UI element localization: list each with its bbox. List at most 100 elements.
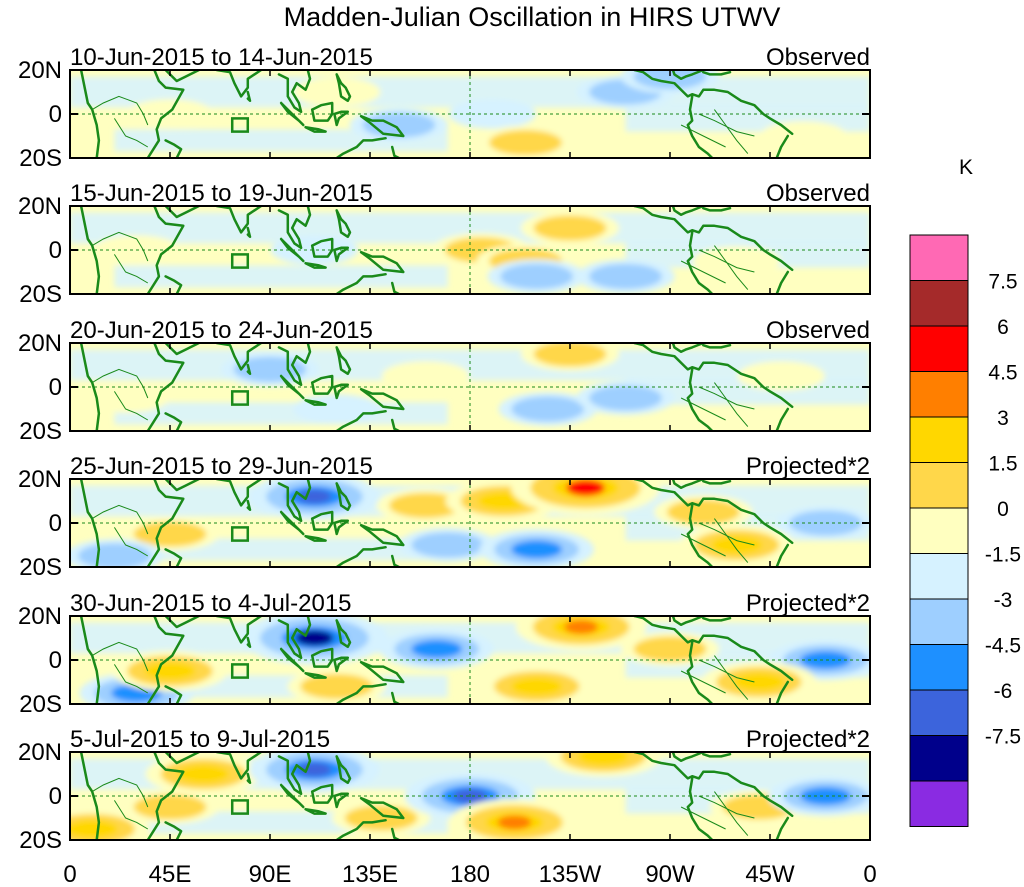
coastline (164, 685, 183, 704)
coastline (215, 752, 263, 780)
coastline (215, 206, 263, 234)
coastline (146, 479, 185, 567)
y-tick-label: 20S (19, 281, 62, 308)
coastline (335, 818, 387, 840)
coastline (304, 125, 327, 133)
coastline (310, 783, 334, 804)
panel-kind-label: Projected*2 (746, 590, 870, 617)
coastline (633, 206, 794, 272)
y-tick-label: 20S (19, 691, 62, 718)
anomaly-region (748, 365, 814, 387)
coastline (146, 206, 185, 294)
y-tick-label: 20S (19, 418, 62, 445)
country-border (91, 95, 149, 126)
coastline (146, 752, 185, 840)
x-tick-label: 90E (249, 861, 292, 887)
x-tick-label: 90W (645, 861, 695, 887)
coastline (335, 545, 387, 567)
coastline (335, 209, 352, 239)
coastline (246, 636, 252, 649)
coastline (686, 231, 714, 294)
panels-group: 20N 0 20S 10-Jun-2015 to 14-Jun-2015 Observe… (18, 44, 871, 854)
coastline (671, 752, 705, 763)
anomaly-contours (70, 343, 870, 426)
coastline (304, 807, 327, 815)
anomaly-peak (297, 762, 332, 777)
map-panel: 20N 0 20S 5-Jul-2015 to 9-Jul-2015 Projected… (18, 726, 871, 854)
coastline (79, 752, 101, 840)
coastline (246, 772, 252, 785)
coastline (304, 534, 327, 542)
coastline (164, 139, 183, 158)
background-band (114, 265, 448, 288)
panel-period-label: 5-Jul-2015 to 9-Jul-2015 (70, 726, 330, 753)
y-tick-label: 20N (18, 739, 62, 766)
x-tick-label: 0 (863, 861, 876, 887)
map-panel: 20N 0 20S 25-Jun-2015 to 29-Jun-2015 Project… (18, 453, 871, 581)
y-tick-label: 0 (49, 374, 62, 401)
index-region-box (230, 117, 250, 133)
coastline (686, 777, 714, 840)
coastline (335, 682, 387, 704)
coastline (277, 70, 312, 114)
anomaly-region (633, 70, 707, 90)
country-border (698, 249, 755, 273)
coastline (702, 70, 732, 76)
coastline (686, 368, 714, 431)
colorbar-tick-labels: 7.5 6 4.5 3 1.5 0 -1.5 -3 -4.5 -6 -7.5 (985, 271, 1021, 749)
anomaly-core (511, 540, 563, 559)
anomaly-core (800, 651, 851, 669)
colorbar-tick-label: -1.5 (985, 544, 1021, 567)
coastline (359, 250, 405, 274)
coastline (304, 261, 327, 269)
panel-period-label: 30-Jun-2015 to 4-Jul-2015 (70, 590, 352, 617)
colorbar-tick-label: -4.5 (985, 635, 1021, 658)
coastline (633, 752, 794, 818)
country-border (113, 527, 149, 557)
anomaly-peak (566, 479, 605, 496)
coastline (304, 398, 327, 406)
coastline (335, 619, 352, 649)
y-tick-label: 0 (49, 510, 62, 537)
coastline (359, 523, 405, 547)
country-border (113, 118, 149, 148)
colorbar-unit-label: K (959, 156, 973, 179)
coastline (671, 479, 705, 490)
coastline (775, 407, 790, 431)
panel-period-label: 20-Jun-2015 to 24-Jun-2015 (70, 317, 373, 344)
coastline (279, 237, 305, 263)
coastline (359, 796, 405, 820)
coastline (279, 783, 305, 809)
anomaly-region (411, 532, 485, 558)
coastline (671, 206, 705, 217)
coastline (333, 383, 350, 400)
index-region-box (230, 799, 250, 815)
colorbar-tick-label: 7.5 (988, 271, 1017, 294)
anomaly-field (70, 343, 870, 431)
coastline (79, 343, 101, 431)
colorbar: K 7.5 6 4.5 3 1.5 0 -1.5 -3 -4.5 -6 -7.5 (909, 156, 1021, 827)
anomaly-region (93, 387, 158, 409)
coastline (310, 647, 334, 668)
colorbar-swatch (909, 371, 969, 418)
x-tick-label: 0 (63, 861, 76, 887)
anomaly-contours (70, 479, 870, 567)
coastline (164, 752, 201, 765)
coastline (775, 816, 790, 840)
coastline (164, 821, 183, 840)
coastline (775, 543, 790, 567)
anomaly-peak (564, 620, 599, 634)
colorbar-tick-label: 3 (997, 407, 1009, 430)
coastline (277, 343, 312, 387)
coastline (146, 70, 185, 158)
country-border (713, 109, 749, 154)
country-border (698, 113, 755, 137)
coastline (277, 206, 312, 250)
index-region-box (230, 253, 250, 269)
coastline (164, 412, 183, 431)
anomaly-region (133, 521, 207, 547)
coastline (335, 346, 352, 376)
country-border (713, 382, 749, 427)
colorbar-tick-label: 4.5 (988, 362, 1017, 385)
country-border (713, 655, 749, 700)
